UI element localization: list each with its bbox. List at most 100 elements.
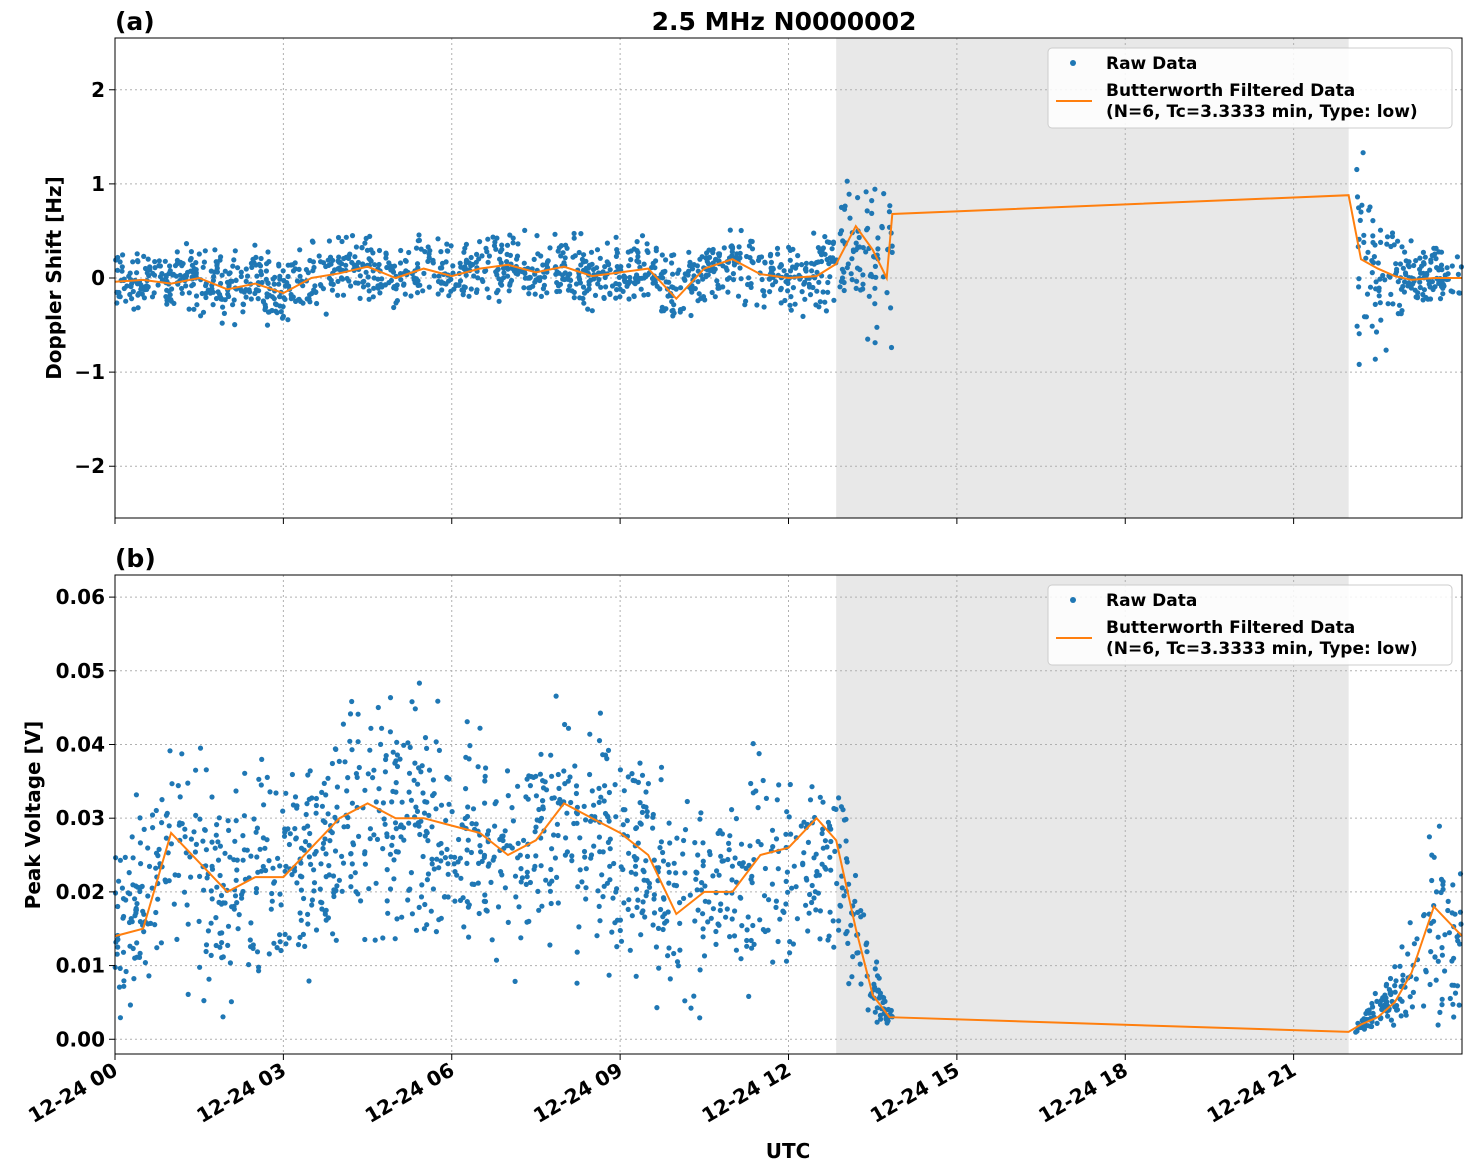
panel-a-raw-point	[1365, 249, 1371, 255]
x-axis-label: UTC	[766, 1139, 811, 1163]
panel-a-raw-point	[1406, 264, 1412, 270]
panel-b-raw-point	[262, 845, 268, 851]
panel-a-raw-point	[443, 281, 449, 287]
panel-a-raw-point	[730, 277, 737, 283]
panel-b-raw-point	[651, 896, 657, 902]
panel-b-raw-point	[600, 752, 606, 758]
panel-b-raw-point	[406, 820, 412, 826]
panel-b-raw-point	[838, 903, 844, 909]
panel-a-y-tick-label: 0	[91, 266, 105, 290]
panel-a-raw-point	[1377, 276, 1383, 282]
panel-a-raw-point	[559, 272, 566, 278]
panel-a-raw-point	[383, 255, 389, 261]
panel-b-raw-point	[1429, 852, 1435, 858]
panel-b-raw-point	[502, 885, 508, 891]
panel-a-raw-point	[318, 259, 324, 265]
panel-b-raw-point	[733, 816, 740, 822]
panel-b-raw-point	[773, 836, 780, 842]
panel-b-raw-point	[283, 941, 289, 947]
panel-b-raw-point	[583, 866, 589, 872]
panel-b-raw-point	[285, 826, 291, 832]
panel-b-raw-point	[1427, 981, 1433, 988]
panel-a-raw-point	[795, 253, 801, 259]
panel-b-raw-point	[133, 883, 139, 889]
panel-b-y-ticks: 0.000.010.020.030.040.050.06	[56, 585, 115, 1051]
panel-b-raw-point	[425, 838, 431, 844]
panel-b-raw-point	[596, 799, 602, 806]
panel-b-raw-point	[731, 933, 738, 939]
panel-a-raw-point	[803, 260, 810, 266]
panel-b-raw-point	[700, 934, 706, 940]
panel-b-raw-point	[414, 808, 421, 815]
panel-a-raw-point	[168, 297, 174, 303]
panel-a-raw-point	[335, 266, 341, 272]
panel-b-raw-point	[329, 760, 335, 767]
panel-b-raw-point	[729, 916, 735, 922]
panel-b-raw-point	[1440, 886, 1446, 893]
panel-a-raw-point	[294, 278, 300, 284]
panel-a-raw-point	[663, 279, 669, 285]
panel-b-raw-point	[137, 840, 143, 846]
panel-b-raw-point	[569, 853, 575, 859]
panel-a-raw-point	[346, 278, 352, 284]
panel-a-raw-point	[625, 249, 631, 255]
panel-b-raw-point	[595, 888, 601, 894]
panel-a-raw-point	[188, 255, 194, 262]
panel-b-raw-point	[637, 800, 643, 806]
panel-b-raw-point	[380, 800, 386, 806]
panel-b-raw-point	[662, 920, 668, 926]
panel-a-raw-point	[749, 246, 756, 252]
panel-a-raw-point	[1366, 207, 1372, 213]
panel-a-raw-point	[533, 277, 539, 283]
panel-a-raw-point	[1429, 279, 1435, 285]
panel-a-raw-point	[844, 178, 850, 184]
panel-b-raw-point	[762, 865, 769, 872]
panel-b-raw-point	[203, 767, 209, 773]
panel-a-raw-point	[457, 260, 463, 266]
panel-a-raw-point	[1356, 361, 1362, 367]
panel-a-raw-point	[881, 191, 887, 197]
panel-b-raw-point	[618, 864, 624, 870]
panel-b-raw-point	[589, 788, 595, 794]
panel-b-raw-point	[632, 863, 639, 869]
panel-b-raw-point	[215, 839, 221, 845]
panel-b-raw-point	[484, 831, 491, 837]
panel-a-raw-point	[669, 260, 675, 266]
panel-a-raw-point	[644, 241, 650, 247]
panel-b-raw-point	[347, 738, 353, 744]
panel-a-raw-point	[152, 265, 158, 271]
panel-b-raw-point	[587, 771, 593, 778]
panel-b-raw-point	[175, 783, 181, 789]
panel-b-raw-point	[409, 699, 415, 705]
panel-b-raw-point	[233, 877, 239, 883]
panel-a-raw-point	[825, 289, 831, 295]
panel-b-raw-point	[394, 752, 400, 758]
panel-a-raw-point	[853, 285, 859, 291]
panel-b-raw-point	[266, 858, 272, 864]
panel-a-raw-point	[435, 278, 442, 285]
panel-a-raw-point	[418, 246, 424, 252]
panel-b-raw-point	[395, 849, 401, 855]
panel-a-raw-point	[134, 251, 140, 257]
panel-b-raw-point	[345, 775, 351, 781]
panel-b-raw-point	[134, 901, 140, 907]
panel-a-raw-point	[792, 301, 798, 307]
panel-b-raw-point	[693, 876, 699, 882]
panel-a-raw-point	[657, 286, 663, 292]
panel-a-raw-point	[596, 276, 602, 283]
panel-b-raw-point	[273, 790, 279, 796]
panel-b-raw-point	[666, 945, 672, 951]
panel-a-raw-point	[827, 274, 833, 280]
panel-a-raw-point	[461, 266, 467, 272]
panel-a-raw-point	[169, 286, 175, 292]
panel-b-raw-point	[461, 924, 467, 930]
panel-b-raw-point	[617, 767, 624, 773]
panel-b-y-tick-label: 0.06	[56, 585, 105, 609]
panel-b-raw-point	[153, 865, 159, 871]
panel-b-raw-point	[232, 893, 239, 899]
panel-b-raw-point	[698, 810, 704, 816]
panel-a-raw-point	[1417, 255, 1423, 261]
panel-b-raw-point	[409, 911, 415, 917]
panel-b-raw-point	[579, 879, 585, 885]
panel-b-raw-point	[596, 834, 603, 840]
